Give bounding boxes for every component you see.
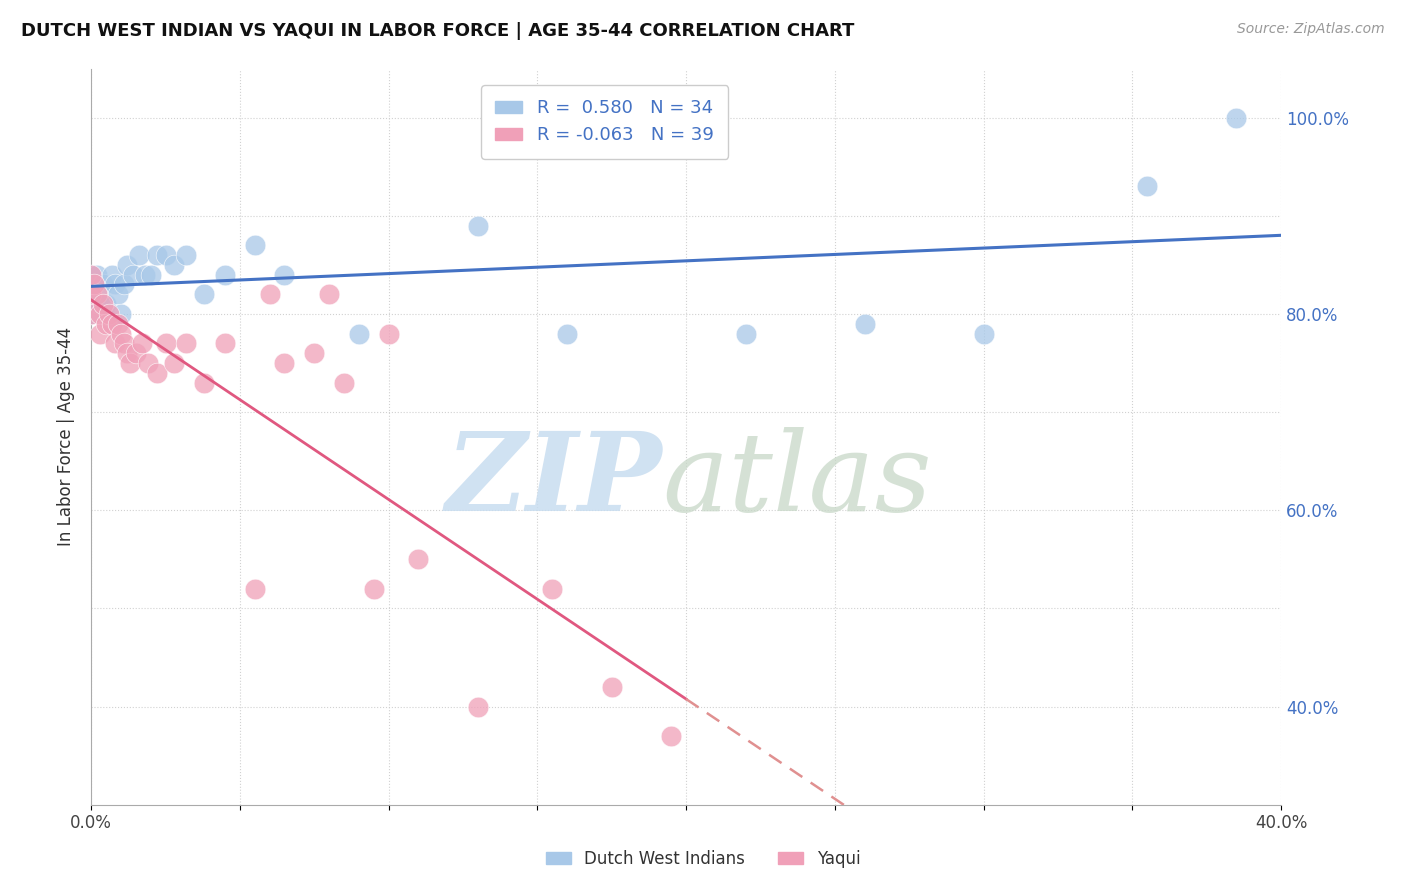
- Legend: Dutch West Indians, Yaqui: Dutch West Indians, Yaqui: [538, 844, 868, 875]
- Point: [176, 336, 198, 351]
- Point: [107, 317, 129, 331]
- Point: [193, 287, 215, 301]
- Point: [145, 366, 167, 380]
- Text: Source: ZipAtlas.com: Source: ZipAtlas.com: [1237, 22, 1385, 37]
- Point: [136, 356, 159, 370]
- Point: [118, 356, 141, 370]
- Point: [83, 277, 105, 292]
- Point: [214, 268, 236, 282]
- Point: [91, 277, 114, 292]
- Point: [110, 307, 132, 321]
- Point: [104, 336, 127, 351]
- Point: [1136, 179, 1159, 194]
- Point: [134, 268, 156, 282]
- Point: [853, 317, 876, 331]
- Point: [467, 699, 489, 714]
- Point: [125, 346, 148, 360]
- Point: [193, 376, 215, 390]
- Point: [302, 346, 325, 360]
- Point: [94, 317, 117, 331]
- Point: [121, 268, 143, 282]
- Point: [80, 268, 103, 282]
- Point: [89, 326, 111, 341]
- Text: DUTCH WEST INDIAN VS YAQUI IN LABOR FORCE | AGE 35-44 CORRELATION CHART: DUTCH WEST INDIAN VS YAQUI IN LABOR FORC…: [21, 22, 855, 40]
- Legend: R =  0.580   N = 34, R = -0.063   N = 39: R = 0.580 N = 34, R = -0.063 N = 39: [481, 85, 728, 159]
- Point: [176, 248, 198, 262]
- Point: [155, 336, 177, 351]
- Point: [128, 248, 150, 262]
- Point: [163, 356, 186, 370]
- Point: [89, 307, 111, 321]
- Point: [86, 287, 108, 301]
- Point: [467, 219, 489, 233]
- Point: [98, 307, 121, 321]
- Point: [91, 297, 114, 311]
- Point: [131, 336, 153, 351]
- Point: [273, 268, 295, 282]
- Point: [80, 268, 103, 282]
- Point: [101, 317, 124, 331]
- Point: [112, 336, 135, 351]
- Point: [408, 552, 430, 566]
- Point: [600, 680, 623, 694]
- Point: [101, 268, 124, 282]
- Point: [214, 336, 236, 351]
- Point: [80, 287, 103, 301]
- Point: [115, 258, 138, 272]
- Point: [94, 297, 117, 311]
- Point: [318, 287, 340, 301]
- Point: [243, 238, 266, 252]
- Point: [659, 729, 682, 743]
- Point: [555, 326, 578, 341]
- Point: [110, 326, 132, 341]
- Point: [259, 287, 281, 301]
- Point: [112, 277, 135, 292]
- Point: [145, 248, 167, 262]
- Point: [115, 346, 138, 360]
- Point: [1225, 111, 1247, 125]
- Point: [139, 268, 162, 282]
- Point: [80, 307, 103, 321]
- Text: ZIP: ZIP: [446, 427, 662, 534]
- Point: [734, 326, 756, 341]
- Point: [333, 376, 356, 390]
- Point: [377, 326, 399, 341]
- Point: [541, 582, 564, 596]
- Point: [107, 287, 129, 301]
- Point: [104, 277, 127, 292]
- Text: atlas: atlas: [662, 427, 932, 534]
- Point: [89, 297, 111, 311]
- Point: [155, 248, 177, 262]
- Point: [347, 326, 370, 341]
- Point: [973, 326, 995, 341]
- Point: [86, 268, 108, 282]
- Y-axis label: In Labor Force | Age 35-44: In Labor Force | Age 35-44: [58, 327, 75, 546]
- Point: [80, 307, 103, 321]
- Point: [163, 258, 186, 272]
- Point: [243, 582, 266, 596]
- Point: [80, 287, 103, 301]
- Point: [273, 356, 295, 370]
- Point: [363, 582, 385, 596]
- Point: [83, 277, 105, 292]
